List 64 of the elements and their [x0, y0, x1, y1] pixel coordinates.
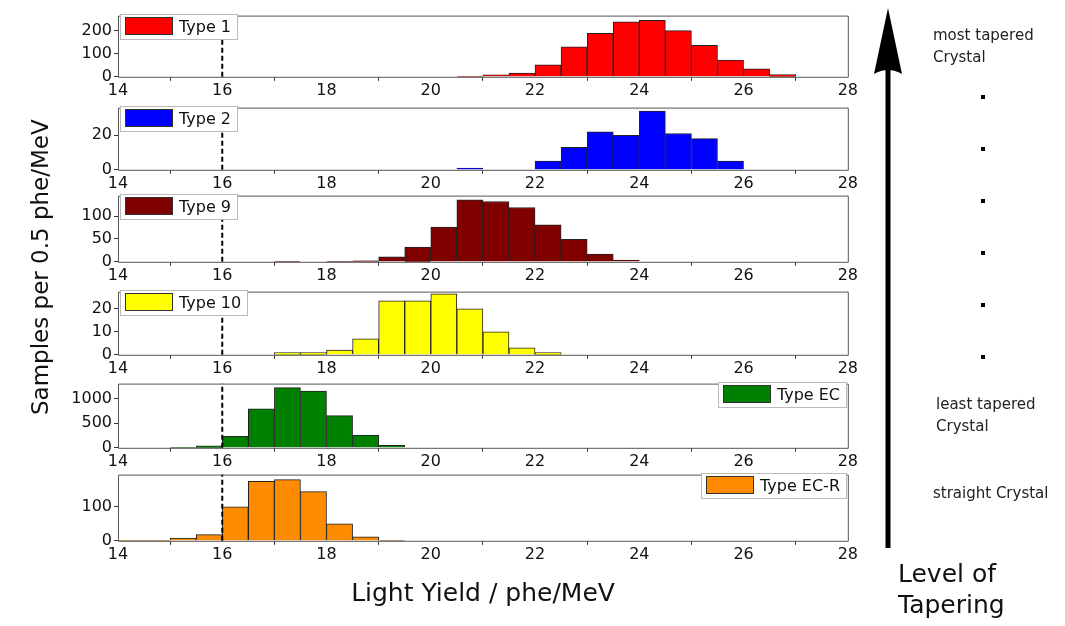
legend-label: Type 10 — [179, 293, 242, 312]
x-tick-label: 16 — [212, 450, 233, 470]
y-axis-title: Samples per 0.5 phe/MeV — [27, 119, 53, 415]
x-tick-label: 28 — [837, 79, 858, 99]
x-tick-label: 18 — [316, 357, 337, 377]
x-tick-label: 22 — [524, 450, 546, 470]
x-tick-label: 24 — [629, 450, 650, 470]
x-tick-label: 26 — [733, 172, 754, 192]
x-tick-label: 24 — [629, 264, 650, 284]
x-tick-label: 20 — [420, 172, 441, 192]
x-tick-label: 24 — [629, 79, 650, 99]
legend-label: Type 2 — [179, 109, 232, 128]
x-tick-label: 22 — [524, 357, 546, 377]
x-tick-label: 16 — [212, 172, 233, 192]
y-tick-label: 20 — [91, 124, 112, 144]
legend-label: Type EC-R — [759, 476, 840, 495]
x-tick-label: 22 — [524, 172, 546, 192]
x-tick-label: 24 — [629, 357, 650, 377]
x-tick-label: 16 — [212, 79, 233, 99]
legend-label: Type 9 — [179, 197, 232, 216]
x-tick-label: 16 — [212, 264, 233, 284]
x-tick-label: 20 — [420, 357, 441, 377]
x-tick-label: 20 — [420, 543, 441, 563]
y-tick-label: 500 — [81, 412, 112, 432]
y-tick-label: 100 — [81, 496, 112, 516]
x-tick-label: 18 — [316, 450, 337, 470]
x-tick-label: 20 — [420, 79, 441, 99]
x-tick-label: 20 — [420, 264, 441, 284]
text: most tapered Crystal — [933, 25, 1035, 68]
text: straight Crystal — [933, 483, 1050, 504]
x-tick-label: 18 — [316, 264, 337, 284]
x-tick-label: 18 — [316, 543, 337, 563]
x-tick-label: 26 — [733, 543, 754, 563]
y-tick-label: 100 — [81, 42, 112, 62]
x-tick-label: 28 — [837, 450, 858, 470]
x-tick-label: 26 — [733, 79, 754, 99]
x-tick-label: 18 — [316, 79, 337, 99]
x-axis-title: Light Yield / phe/MeV — [350, 578, 616, 607]
x-tick-label: 28 — [837, 264, 858, 284]
x-tick-label: 22 — [524, 543, 546, 563]
y-tick-label: 100 — [81, 205, 112, 225]
x-tick-label: 26 — [733, 357, 754, 377]
x-tick-label: 20 — [420, 450, 441, 470]
x-tick-label: 18 — [316, 172, 337, 192]
x-tick-label: 24 — [629, 543, 650, 563]
y-tick-label: 200 — [81, 19, 112, 39]
text: Level of Tapering — [898, 558, 1006, 620]
x-tick-label: 16 — [212, 357, 233, 377]
y-tick-label: 1000 — [71, 387, 112, 407]
x-tick-label: 22 — [524, 264, 546, 284]
x-tick-label: 28 — [837, 357, 858, 377]
x-tick-label: 16 — [212, 543, 233, 563]
y-tick-label: 10 — [91, 320, 112, 340]
legend-label: Type EC — [776, 385, 840, 404]
x-tick-label: 24 — [629, 172, 650, 192]
x-tick-label: 26 — [733, 450, 754, 470]
text: least tapered Crystal — [936, 394, 1037, 437]
x-tick-label: 22 — [524, 79, 546, 99]
legend-label: Type 1 — [179, 17, 232, 36]
x-tick-label: 26 — [733, 264, 754, 284]
y-tick-label: 50 — [91, 228, 112, 248]
x-tick-label: 28 — [837, 543, 858, 563]
x-tick-label: 28 — [837, 172, 858, 192]
y-tick-label: 20 — [91, 297, 112, 317]
